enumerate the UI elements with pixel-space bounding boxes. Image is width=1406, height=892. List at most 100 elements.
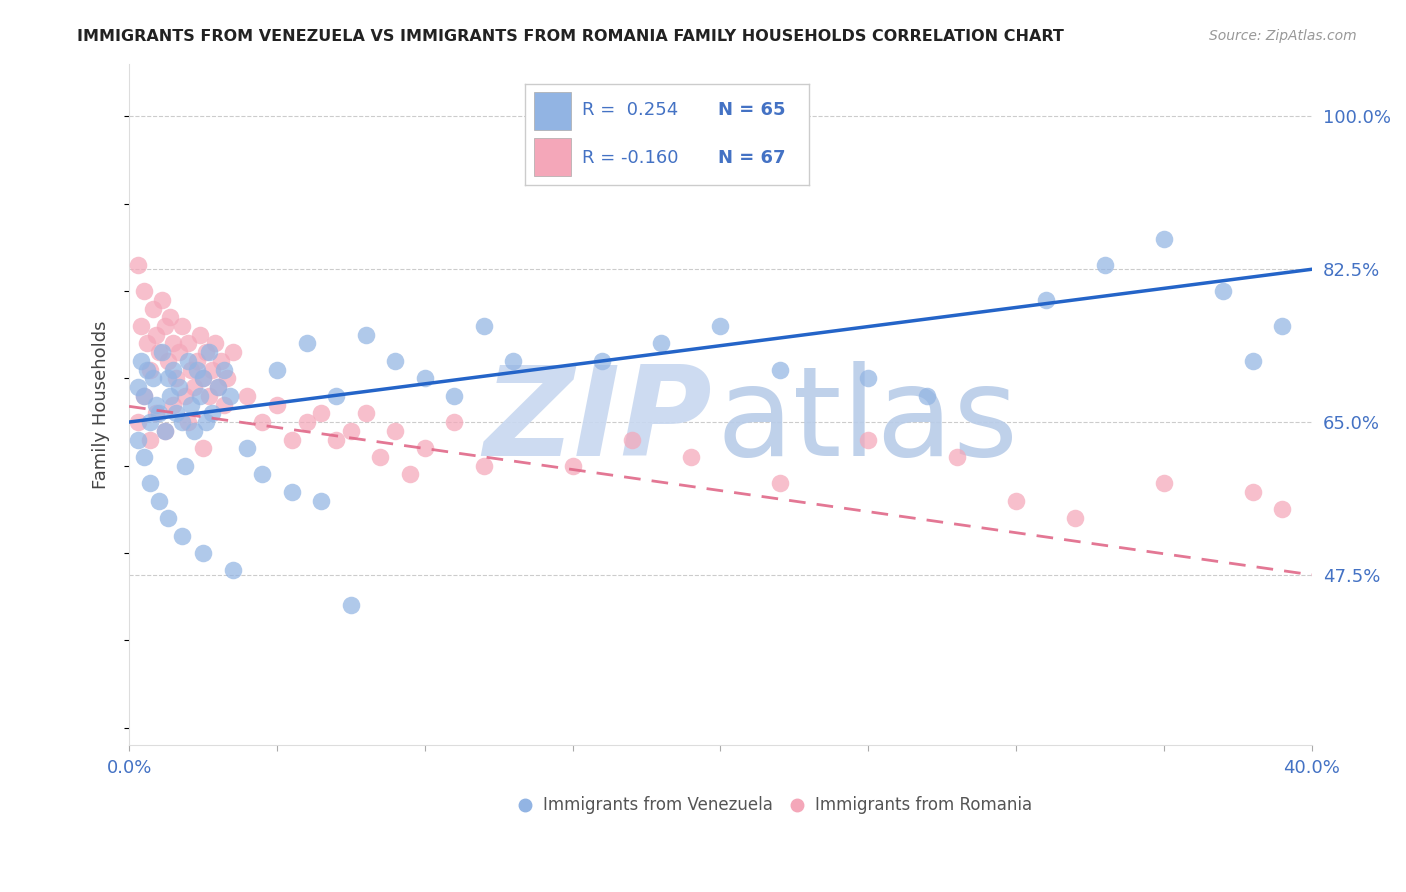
Point: [177, 354, 200, 368]
Point: [153, 318, 176, 333]
Point: [250, 467, 273, 482]
Point: [172, 415, 194, 429]
Point: [472, 458, 495, 473]
Point: [768, 362, 790, 376]
Point: [153, 424, 176, 438]
Point: [236, 442, 259, 456]
Point: [183, 380, 205, 394]
Point: [148, 493, 170, 508]
Point: [561, 458, 583, 473]
Point: [177, 415, 200, 429]
Point: [127, 380, 149, 394]
Point: [191, 371, 214, 385]
Point: [142, 371, 165, 385]
Point: [620, 433, 643, 447]
Point: [191, 371, 214, 385]
Point: [165, 371, 187, 385]
Point: [443, 389, 465, 403]
Point: [132, 389, 155, 403]
Point: [204, 336, 226, 351]
Point: [218, 389, 240, 403]
Point: [142, 301, 165, 316]
Point: [145, 398, 167, 412]
Point: [188, 327, 211, 342]
Point: [576, 140, 599, 154]
Point: [153, 424, 176, 438]
Point: [917, 389, 939, 403]
Point: [139, 362, 162, 376]
Point: [443, 415, 465, 429]
Point: [1005, 493, 1028, 508]
Point: [139, 476, 162, 491]
Point: [340, 424, 363, 438]
Text: Immigrants from Romania: Immigrants from Romania: [815, 796, 1032, 814]
Point: [354, 327, 377, 342]
Point: [174, 458, 197, 473]
Text: Source: ZipAtlas.com: Source: ZipAtlas.com: [1209, 29, 1357, 43]
Point: [129, 318, 152, 333]
Point: [1035, 293, 1057, 307]
Point: [768, 476, 790, 491]
Point: [311, 493, 333, 508]
Point: [858, 433, 880, 447]
Point: [139, 415, 162, 429]
Point: [384, 354, 406, 368]
Point: [858, 371, 880, 385]
Point: [198, 389, 221, 403]
Point: [186, 362, 208, 376]
Point: [201, 362, 224, 376]
Point: [129, 354, 152, 368]
Point: [127, 415, 149, 429]
Point: [145, 406, 167, 420]
Point: [188, 389, 211, 403]
Point: [325, 389, 347, 403]
Point: [162, 398, 184, 412]
Point: [135, 362, 157, 376]
Point: [177, 336, 200, 351]
Point: [413, 371, 436, 385]
Point: [207, 380, 229, 394]
Text: ZIP: ZIP: [484, 361, 713, 482]
Point: [1241, 484, 1264, 499]
Point: [1212, 284, 1234, 298]
Point: [174, 389, 197, 403]
Point: [221, 564, 243, 578]
Point: [162, 362, 184, 376]
Point: [191, 546, 214, 560]
Point: [946, 450, 969, 464]
Point: [370, 450, 392, 464]
Point: [1153, 232, 1175, 246]
Point: [215, 371, 238, 385]
Point: [679, 450, 702, 464]
Point: [209, 354, 232, 368]
Point: [1064, 511, 1087, 525]
Point: [180, 398, 202, 412]
Text: Immigrants from Venezuela: Immigrants from Venezuela: [543, 796, 773, 814]
Point: [1271, 502, 1294, 516]
Point: [1153, 476, 1175, 491]
Point: [186, 354, 208, 368]
Y-axis label: Family Households: Family Households: [93, 320, 110, 489]
Point: [384, 424, 406, 438]
Point: [266, 362, 288, 376]
Point: [212, 398, 235, 412]
Point: [183, 424, 205, 438]
Point: [201, 406, 224, 420]
Point: [1271, 318, 1294, 333]
Point: [340, 599, 363, 613]
Point: [280, 484, 302, 499]
Point: [311, 406, 333, 420]
Point: [207, 380, 229, 394]
Point: [650, 336, 672, 351]
Point: [472, 318, 495, 333]
Point: [413, 442, 436, 456]
Point: [159, 389, 181, 403]
Point: [354, 406, 377, 420]
Point: [221, 345, 243, 359]
Point: [325, 433, 347, 447]
Point: [162, 336, 184, 351]
Point: [132, 389, 155, 403]
Point: [1094, 258, 1116, 272]
Point: [591, 354, 613, 368]
Point: [191, 442, 214, 456]
